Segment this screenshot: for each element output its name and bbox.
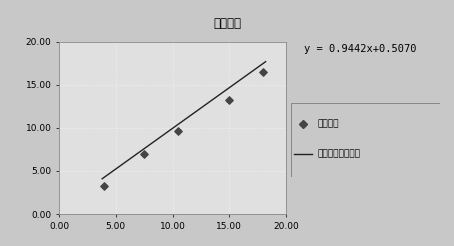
Point	[174, 128, 182, 132]
Text: 实测浓度: 实测浓度	[317, 120, 339, 128]
Point	[226, 98, 233, 102]
Text: y = 0.9442x+0.5070: y = 0.9442x+0.5070	[304, 44, 417, 54]
Point	[141, 152, 148, 156]
Text: 理论浓度: 理论浓度	[213, 17, 241, 30]
Point	[260, 70, 267, 74]
Point	[101, 184, 108, 187]
Text: 线性（实测浓度）: 线性（实测浓度）	[317, 149, 360, 158]
